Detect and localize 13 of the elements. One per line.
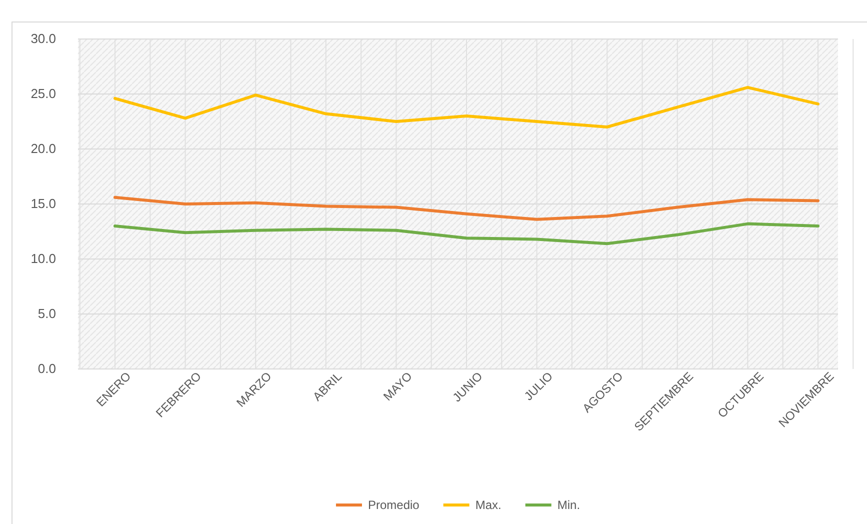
y-tick-label: 20.0 [30, 141, 56, 156]
legend-label: Max. [475, 498, 502, 512]
y-tick-label: 25.0 [30, 86, 56, 102]
line-series [114, 86, 820, 128]
y-tick-label: 0.0 [38, 361, 56, 376]
legend-label: Min. [557, 498, 580, 512]
y-tick-label: 15.0 [30, 196, 56, 212]
y-tick-label: 10.0 [30, 251, 56, 266]
legend-label: Promedio [368, 498, 420, 512]
y-tick-label: 5.0 [38, 306, 56, 322]
line-series [114, 196, 820, 221]
y-tick-label: 30.0 [30, 31, 56, 46]
line-series [114, 222, 820, 246]
